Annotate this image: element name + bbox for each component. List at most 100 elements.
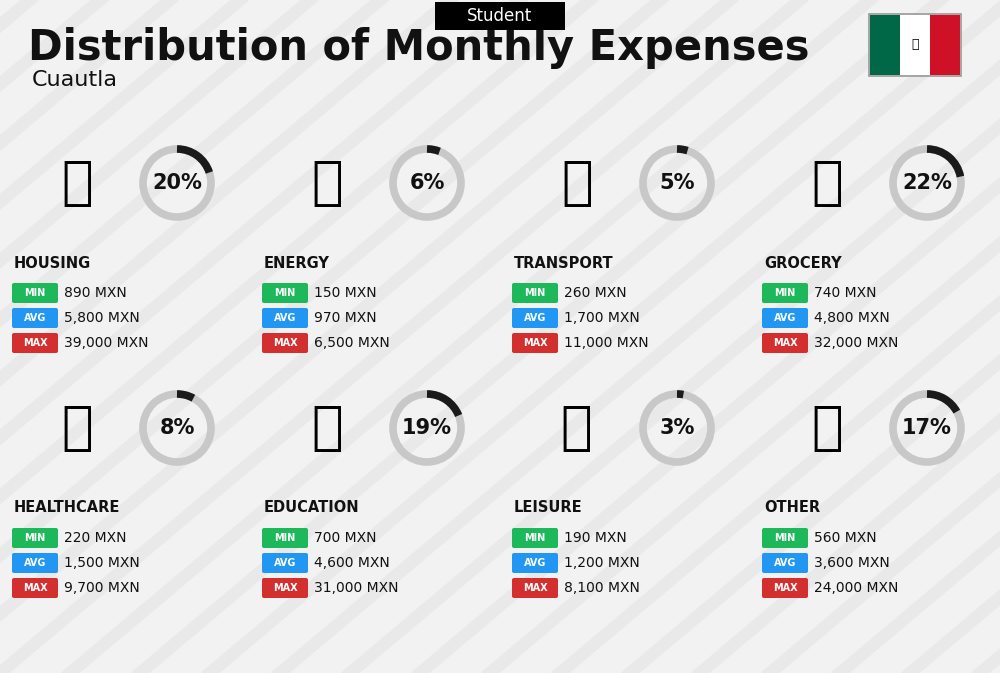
Text: 🚌: 🚌 xyxy=(561,157,593,209)
Text: 1,700 MXN: 1,700 MXN xyxy=(564,311,640,325)
Text: 1,200 MXN: 1,200 MXN xyxy=(564,556,640,570)
Text: MAX: MAX xyxy=(523,583,547,593)
Text: AVG: AVG xyxy=(524,313,546,323)
Text: LEISURE: LEISURE xyxy=(514,501,583,516)
Text: 700 MXN: 700 MXN xyxy=(314,531,376,545)
Text: HEALTHCARE: HEALTHCARE xyxy=(14,501,120,516)
Text: 32,000 MXN: 32,000 MXN xyxy=(814,336,898,350)
Text: HOUSING: HOUSING xyxy=(14,256,91,271)
FancyBboxPatch shape xyxy=(762,283,808,303)
FancyBboxPatch shape xyxy=(762,333,808,353)
Text: 🎓: 🎓 xyxy=(311,402,343,454)
Text: Cuautla: Cuautla xyxy=(32,70,118,90)
Text: 5%: 5% xyxy=(659,173,695,193)
Text: MAX: MAX xyxy=(773,583,797,593)
Text: MAX: MAX xyxy=(773,338,797,348)
Text: 👛: 👛 xyxy=(811,402,843,454)
Text: MAX: MAX xyxy=(273,338,297,348)
Text: 🏥: 🏥 xyxy=(61,402,93,454)
FancyBboxPatch shape xyxy=(12,553,58,573)
FancyBboxPatch shape xyxy=(262,308,308,328)
Text: MIN: MIN xyxy=(524,288,546,298)
Text: 220 MXN: 220 MXN xyxy=(64,531,126,545)
FancyBboxPatch shape xyxy=(762,528,808,548)
Text: 19%: 19% xyxy=(402,418,452,438)
FancyBboxPatch shape xyxy=(262,528,308,548)
Text: MIN: MIN xyxy=(274,533,296,543)
FancyBboxPatch shape xyxy=(762,578,808,598)
Text: AVG: AVG xyxy=(274,313,296,323)
Text: ENERGY: ENERGY xyxy=(264,256,330,271)
Text: AVG: AVG xyxy=(274,558,296,568)
Text: 150 MXN: 150 MXN xyxy=(314,286,377,300)
Text: 🛍️: 🛍️ xyxy=(561,402,593,454)
FancyBboxPatch shape xyxy=(930,15,960,75)
FancyBboxPatch shape xyxy=(262,578,308,598)
Text: 6,500 MXN: 6,500 MXN xyxy=(314,336,390,350)
FancyBboxPatch shape xyxy=(512,553,558,573)
FancyBboxPatch shape xyxy=(12,528,58,548)
Text: GROCERY: GROCERY xyxy=(764,256,842,271)
Text: 8,100 MXN: 8,100 MXN xyxy=(564,581,640,595)
Text: 11,000 MXN: 11,000 MXN xyxy=(564,336,649,350)
Text: 31,000 MXN: 31,000 MXN xyxy=(314,581,398,595)
Text: 4,800 MXN: 4,800 MXN xyxy=(814,311,890,325)
FancyBboxPatch shape xyxy=(12,333,58,353)
Text: 8%: 8% xyxy=(159,418,195,438)
FancyBboxPatch shape xyxy=(762,308,808,328)
Text: 17%: 17% xyxy=(902,418,952,438)
Text: EDUCATION: EDUCATION xyxy=(264,501,360,516)
FancyBboxPatch shape xyxy=(512,528,558,548)
Text: AVG: AVG xyxy=(24,558,46,568)
Text: 24,000 MXN: 24,000 MXN xyxy=(814,581,898,595)
Text: MIN: MIN xyxy=(524,533,546,543)
Text: MIN: MIN xyxy=(774,288,796,298)
FancyBboxPatch shape xyxy=(262,283,308,303)
Text: MAX: MAX xyxy=(523,338,547,348)
Text: MIN: MIN xyxy=(24,533,46,543)
Text: 3%: 3% xyxy=(659,418,695,438)
FancyBboxPatch shape xyxy=(512,578,558,598)
Text: 20%: 20% xyxy=(152,173,202,193)
Text: MIN: MIN xyxy=(24,288,46,298)
Text: MIN: MIN xyxy=(274,288,296,298)
FancyBboxPatch shape xyxy=(435,2,565,30)
Text: 5,800 MXN: 5,800 MXN xyxy=(64,311,140,325)
Text: 39,000 MXN: 39,000 MXN xyxy=(64,336,148,350)
FancyBboxPatch shape xyxy=(900,15,930,75)
Text: 890 MXN: 890 MXN xyxy=(64,286,127,300)
Text: 🏢: 🏢 xyxy=(61,157,93,209)
Text: TRANSPORT: TRANSPORT xyxy=(514,256,614,271)
Text: Student: Student xyxy=(467,7,533,25)
Text: 190 MXN: 190 MXN xyxy=(564,531,627,545)
Text: 🦅: 🦅 xyxy=(911,38,919,52)
FancyBboxPatch shape xyxy=(12,283,58,303)
Text: 22%: 22% xyxy=(902,173,952,193)
Text: MAX: MAX xyxy=(23,583,47,593)
Text: 260 MXN: 260 MXN xyxy=(564,286,627,300)
Text: MAX: MAX xyxy=(273,583,297,593)
Text: AVG: AVG xyxy=(24,313,46,323)
Text: OTHER: OTHER xyxy=(764,501,820,516)
Text: 1,500 MXN: 1,500 MXN xyxy=(64,556,140,570)
Text: 🔌: 🔌 xyxy=(311,157,343,209)
FancyBboxPatch shape xyxy=(262,333,308,353)
Text: Distribution of Monthly Expenses: Distribution of Monthly Expenses xyxy=(28,27,810,69)
Text: MIN: MIN xyxy=(774,533,796,543)
Text: 3,600 MXN: 3,600 MXN xyxy=(814,556,890,570)
FancyBboxPatch shape xyxy=(12,308,58,328)
FancyBboxPatch shape xyxy=(870,15,900,75)
Text: 970 MXN: 970 MXN xyxy=(314,311,377,325)
Text: 🛒: 🛒 xyxy=(811,157,843,209)
Text: 9,700 MXN: 9,700 MXN xyxy=(64,581,140,595)
Text: MAX: MAX xyxy=(23,338,47,348)
Text: 6%: 6% xyxy=(409,173,445,193)
Text: AVG: AVG xyxy=(524,558,546,568)
Text: 4,600 MXN: 4,600 MXN xyxy=(314,556,390,570)
FancyBboxPatch shape xyxy=(762,553,808,573)
Text: 560 MXN: 560 MXN xyxy=(814,531,877,545)
FancyBboxPatch shape xyxy=(512,333,558,353)
Text: AVG: AVG xyxy=(774,558,796,568)
FancyBboxPatch shape xyxy=(262,553,308,573)
FancyBboxPatch shape xyxy=(512,283,558,303)
